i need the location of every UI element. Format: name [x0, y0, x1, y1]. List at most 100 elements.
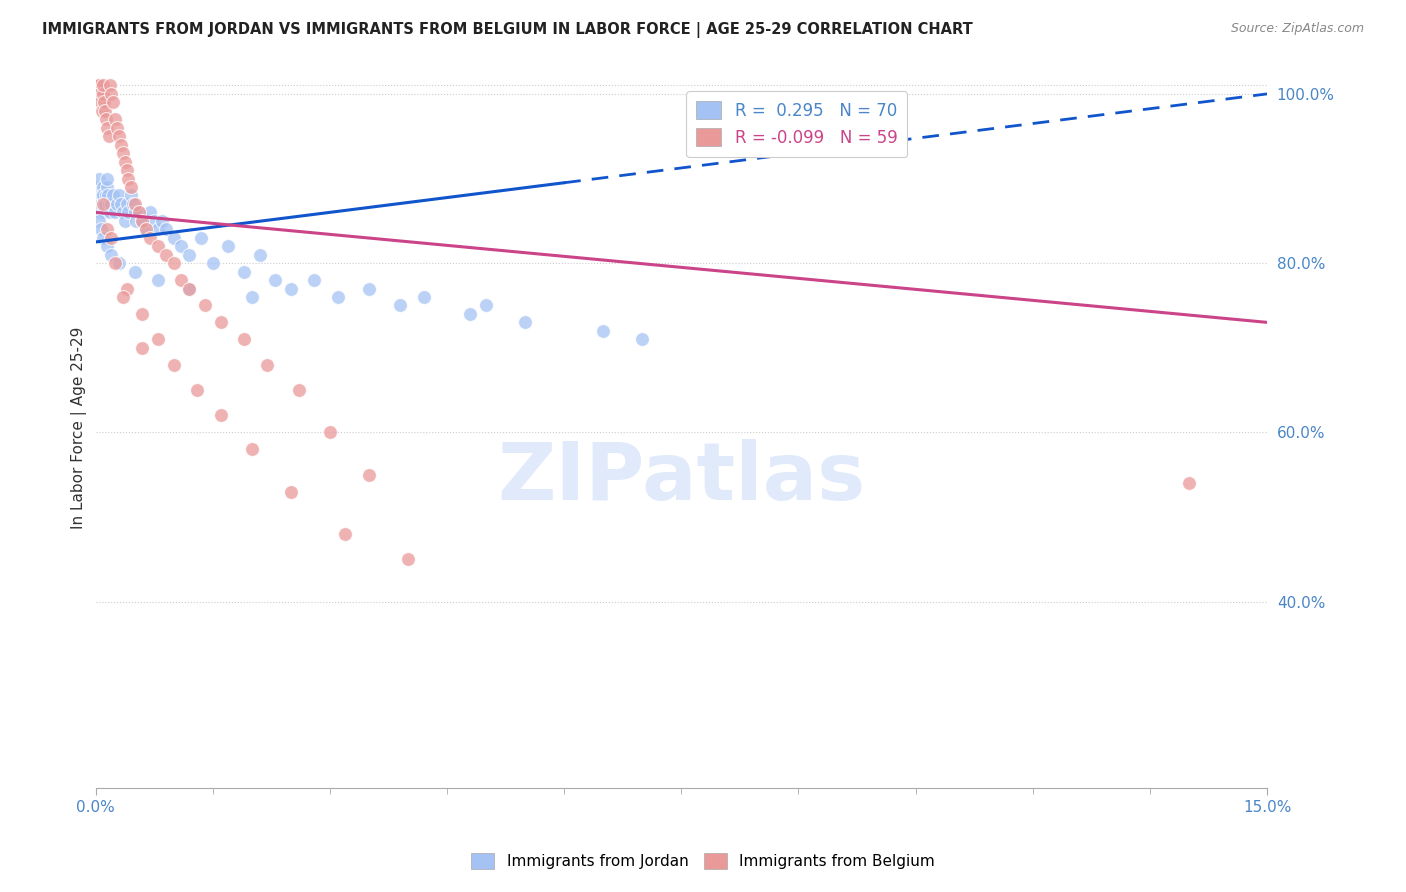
Point [91, 87, 114, 101]
Point [100, 197, 122, 211]
Point [475, 298, 498, 312]
Point [131, 214, 153, 228]
Point [163, 231, 186, 245]
Point [319, 425, 342, 440]
Point [249, 248, 271, 262]
Point [357, 281, 380, 295]
Point [98, 205, 121, 219]
Point [87, 87, 110, 101]
Point [97, 197, 120, 211]
Point [304, 273, 326, 287]
Point [93, 197, 115, 211]
Text: IMMIGRANTS FROM JORDAN VS IMMIGRANTS FROM BELGIUM IN LABOR FORCE | AGE 25-29 COR: IMMIGRANTS FROM JORDAN VS IMMIGRANTS FRO… [42, 22, 973, 38]
Point [115, 197, 138, 211]
Point [100, 87, 122, 101]
Point [111, 205, 134, 219]
Point [89, 78, 111, 93]
Point [87, 78, 110, 93]
Point [280, 281, 302, 295]
Point [217, 239, 239, 253]
Point [91, 231, 114, 245]
Point [131, 214, 153, 228]
Point [89, 188, 111, 202]
Y-axis label: In Labor Force | Age 25-29: In Labor Force | Age 25-29 [72, 327, 87, 529]
Point [97, 129, 120, 144]
Point [93, 188, 115, 202]
Point [190, 231, 212, 245]
Point [93, 95, 115, 110]
Point [90, 103, 112, 118]
Point [194, 298, 217, 312]
Point [631, 332, 654, 346]
Point [94, 112, 117, 127]
Point [163, 256, 186, 270]
Point [124, 197, 146, 211]
Point [114, 214, 136, 228]
Point [87, 180, 110, 194]
Point [128, 205, 150, 219]
Point [240, 290, 263, 304]
Text: ZIPatlas: ZIPatlas [498, 440, 866, 517]
Point [357, 467, 380, 482]
Point [96, 180, 118, 194]
Point [120, 188, 142, 202]
Point [124, 205, 146, 219]
Point [240, 442, 263, 457]
Point [108, 256, 131, 270]
Point [233, 264, 256, 278]
Point [93, 205, 115, 219]
Point [122, 197, 145, 211]
Point [104, 205, 127, 219]
Point [326, 290, 349, 304]
Point [111, 290, 134, 304]
Point [135, 222, 157, 236]
Point [143, 214, 166, 228]
Point [104, 112, 127, 127]
Point [412, 290, 434, 304]
Point [90, 222, 112, 236]
Point [179, 281, 201, 295]
Point [110, 137, 132, 152]
Point [139, 205, 162, 219]
Point [98, 78, 121, 93]
Point [89, 171, 111, 186]
Point [101, 188, 124, 202]
Point [96, 171, 118, 186]
Point [131, 341, 153, 355]
Point [146, 332, 169, 346]
Point [280, 484, 302, 499]
Point [135, 222, 157, 236]
Point [87, 188, 110, 202]
Point [100, 231, 122, 245]
Point [94, 197, 117, 211]
Point [163, 358, 186, 372]
Point [179, 248, 201, 262]
Point [209, 409, 232, 423]
Point [107, 120, 129, 135]
Point [104, 256, 127, 270]
Point [107, 197, 129, 211]
Text: Source: ZipAtlas.com: Source: ZipAtlas.com [1230, 22, 1364, 36]
Point [90, 188, 112, 202]
Point [89, 214, 111, 228]
Point [89, 87, 111, 101]
Point [108, 129, 131, 144]
Point [94, 188, 117, 202]
Point [170, 239, 193, 253]
Point [90, 95, 112, 110]
Point [114, 154, 136, 169]
Point [150, 214, 173, 228]
Point [170, 273, 193, 287]
Point [146, 273, 169, 287]
Legend: R =  0.295   N = 70, R = -0.099   N = 59: R = 0.295 N = 70, R = -0.099 N = 59 [686, 91, 907, 157]
Point [128, 205, 150, 219]
Point [120, 180, 142, 194]
Point [91, 180, 114, 194]
Legend: Immigrants from Jordan, Immigrants from Belgium: Immigrants from Jordan, Immigrants from … [465, 847, 941, 875]
Point [93, 197, 115, 211]
Point [110, 197, 132, 211]
Point [389, 298, 412, 312]
Point [264, 273, 287, 287]
Point [93, 78, 115, 93]
Point [139, 231, 162, 245]
